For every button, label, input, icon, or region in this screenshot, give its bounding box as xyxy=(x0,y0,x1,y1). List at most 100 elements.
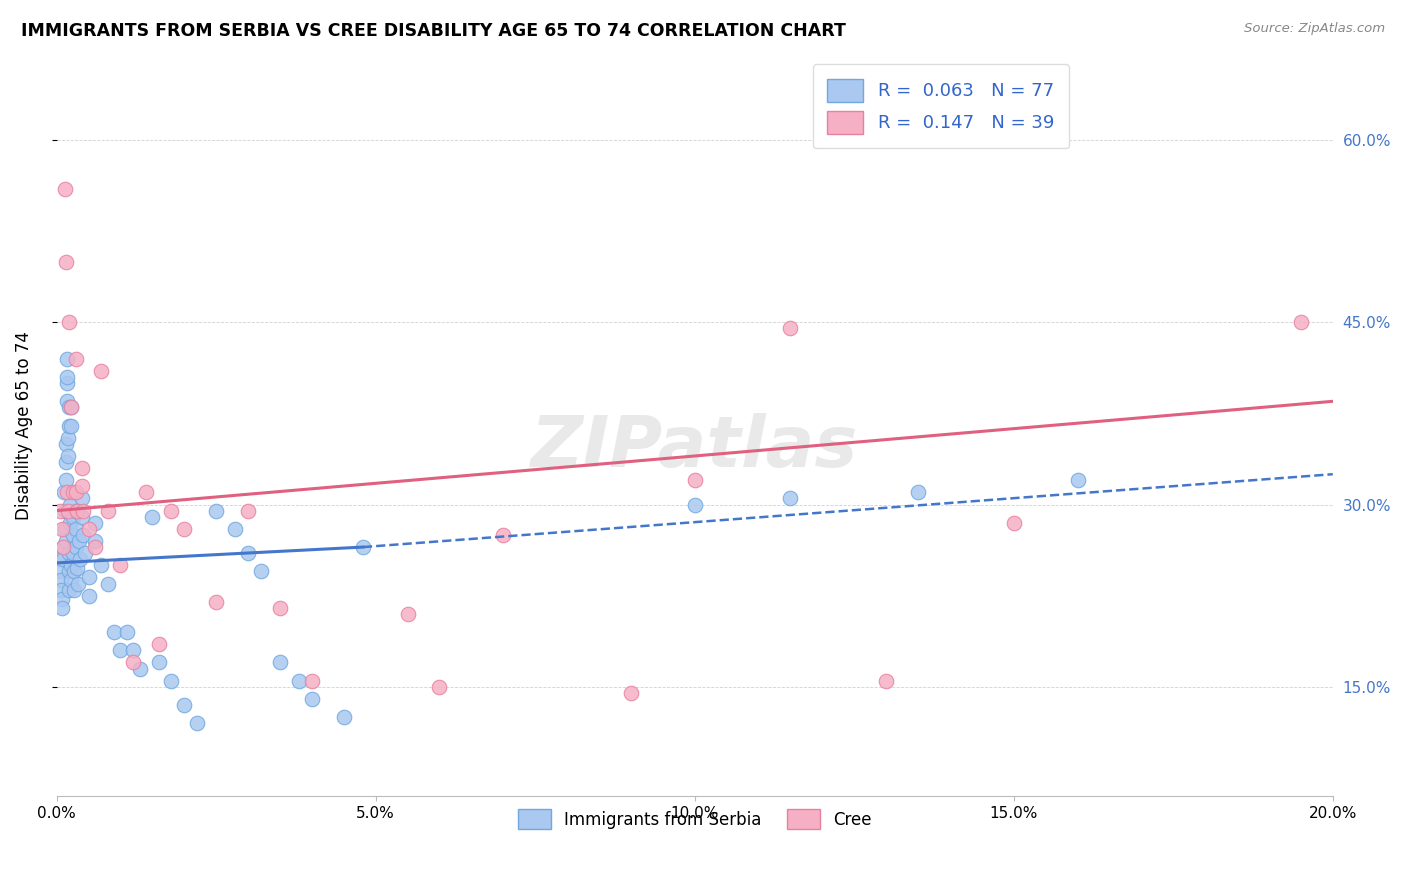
Point xyxy=(173,522,195,536)
Point xyxy=(58,315,80,329)
Point xyxy=(67,534,90,549)
Point xyxy=(56,376,79,390)
Point xyxy=(77,522,100,536)
Point xyxy=(83,540,105,554)
Point xyxy=(51,522,73,536)
Point xyxy=(620,686,643,700)
Point xyxy=(249,565,271,579)
Point xyxy=(65,351,87,366)
Legend: Immigrants from Serbia, Cree: Immigrants from Serbia, Cree xyxy=(510,802,879,836)
Point xyxy=(62,509,84,524)
Point xyxy=(59,401,82,415)
Point xyxy=(66,576,89,591)
Point xyxy=(58,418,80,433)
Point xyxy=(70,509,93,524)
Point xyxy=(53,485,76,500)
Point xyxy=(49,582,72,597)
Point xyxy=(56,431,79,445)
Point xyxy=(59,418,82,433)
Point xyxy=(779,491,801,506)
Point xyxy=(59,498,82,512)
Point xyxy=(128,661,150,675)
Point xyxy=(55,473,77,487)
Point xyxy=(69,552,91,566)
Point xyxy=(97,576,120,591)
Point xyxy=(58,546,80,560)
Point xyxy=(55,455,77,469)
Point xyxy=(72,503,94,517)
Point xyxy=(301,692,323,706)
Point xyxy=(56,370,79,384)
Point xyxy=(52,540,75,554)
Point xyxy=(875,673,897,688)
Point xyxy=(352,540,374,554)
Point xyxy=(65,522,87,536)
Point xyxy=(1002,516,1025,530)
Point xyxy=(66,503,89,517)
Point xyxy=(135,485,157,500)
Point xyxy=(97,503,120,517)
Point xyxy=(173,698,195,712)
Point xyxy=(56,351,79,366)
Point xyxy=(56,485,79,500)
Point xyxy=(148,656,170,670)
Point xyxy=(59,401,82,415)
Point xyxy=(70,491,93,506)
Point xyxy=(205,595,228,609)
Point xyxy=(70,479,93,493)
Point xyxy=(51,600,73,615)
Point xyxy=(269,600,291,615)
Point xyxy=(683,473,706,487)
Point xyxy=(907,485,929,500)
Point xyxy=(53,522,76,536)
Point xyxy=(492,528,515,542)
Point xyxy=(160,503,183,517)
Point xyxy=(83,534,105,549)
Point xyxy=(77,589,100,603)
Point xyxy=(110,643,132,657)
Point xyxy=(58,401,80,415)
Point xyxy=(60,558,83,573)
Point xyxy=(236,546,259,560)
Point xyxy=(90,558,112,573)
Point xyxy=(122,656,145,670)
Point xyxy=(103,625,125,640)
Point xyxy=(53,503,76,517)
Point xyxy=(65,485,87,500)
Point xyxy=(110,558,132,573)
Text: ZIPatlas: ZIPatlas xyxy=(531,413,859,483)
Point xyxy=(205,503,228,517)
Point xyxy=(83,516,105,530)
Point xyxy=(77,570,100,584)
Point xyxy=(52,540,75,554)
Point xyxy=(301,673,323,688)
Point xyxy=(186,716,208,731)
Point xyxy=(49,552,72,566)
Point xyxy=(56,394,79,409)
Point xyxy=(148,637,170,651)
Point xyxy=(66,560,89,574)
Point xyxy=(62,546,84,560)
Point xyxy=(141,509,163,524)
Point xyxy=(1289,315,1312,329)
Point xyxy=(62,528,84,542)
Point xyxy=(1066,473,1088,487)
Point xyxy=(55,254,77,268)
Point xyxy=(429,680,451,694)
Point xyxy=(70,461,93,475)
Point xyxy=(269,656,291,670)
Point xyxy=(396,607,419,621)
Point xyxy=(63,582,86,597)
Point xyxy=(56,503,79,517)
Point xyxy=(55,437,77,451)
Point xyxy=(53,182,76,196)
Point xyxy=(90,364,112,378)
Point xyxy=(72,528,94,542)
Point xyxy=(55,534,77,549)
Point xyxy=(49,573,72,587)
Point xyxy=(58,565,80,579)
Point xyxy=(52,552,75,566)
Point xyxy=(65,503,87,517)
Y-axis label: Disability Age 65 to 74: Disability Age 65 to 74 xyxy=(15,331,32,520)
Text: Source: ZipAtlas.com: Source: ZipAtlas.com xyxy=(1244,22,1385,36)
